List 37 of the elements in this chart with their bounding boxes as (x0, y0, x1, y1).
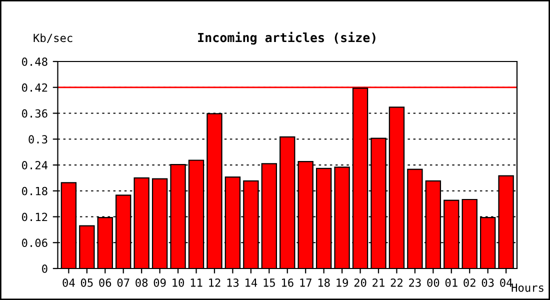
x-tick-label: 23 (409, 278, 421, 287)
x-tick-label: 10 (172, 278, 184, 287)
x-tick-label: 09 (154, 278, 166, 287)
x-axis-title: Hours (512, 284, 544, 292)
x-tick-label: 02 (464, 278, 476, 287)
x-tick-label: 16 (282, 278, 294, 287)
x-tick-label: 12 (209, 278, 220, 287)
x-tick-label: 03 (482, 278, 494, 287)
x-tick-label: 19 (336, 278, 348, 287)
y-axis-title: Kb/sec (34, 34, 72, 44)
x-tick-label: 13 (227, 278, 239, 287)
y-tick-label: 0.3 (28, 135, 48, 144)
y-tick-label: 0.42 (22, 83, 48, 92)
y-tick-label: 0.24 (22, 161, 48, 170)
x-tick-label: 08 (136, 278, 148, 287)
y-tick-label: 0.12 (22, 212, 48, 222)
x-tick-label: 17 (300, 278, 312, 287)
y-tick-label: 0.48 (22, 58, 48, 66)
y-tick-label: 0.18 (22, 186, 48, 196)
x-tick-label: 05 (80, 278, 93, 287)
x-tick-label: 15 (264, 278, 275, 287)
y-tick-label: 0.36 (22, 109, 48, 118)
chart-title: Incoming articles (size) (198, 32, 376, 45)
x-tick-label: 00 (427, 278, 440, 287)
x-tick-label: 14 (246, 278, 258, 287)
x-tick-label: 01 (445, 278, 458, 287)
y-tick-label: 0.06 (22, 238, 48, 248)
x-tick-label: 11 (190, 278, 202, 287)
x-tick-label: 07 (117, 278, 130, 287)
x-tick-label: 21 (372, 278, 384, 287)
x-tick-label: 18 (318, 278, 330, 287)
x-tick-label: 22 (390, 278, 402, 287)
x-tick-label: 04 (500, 278, 512, 287)
y-tick-label: 0 (42, 264, 48, 273)
x-tick-label: 20 (354, 278, 366, 287)
x-tick-label: 06 (99, 278, 112, 287)
x-tick-label: 04 (62, 278, 75, 287)
